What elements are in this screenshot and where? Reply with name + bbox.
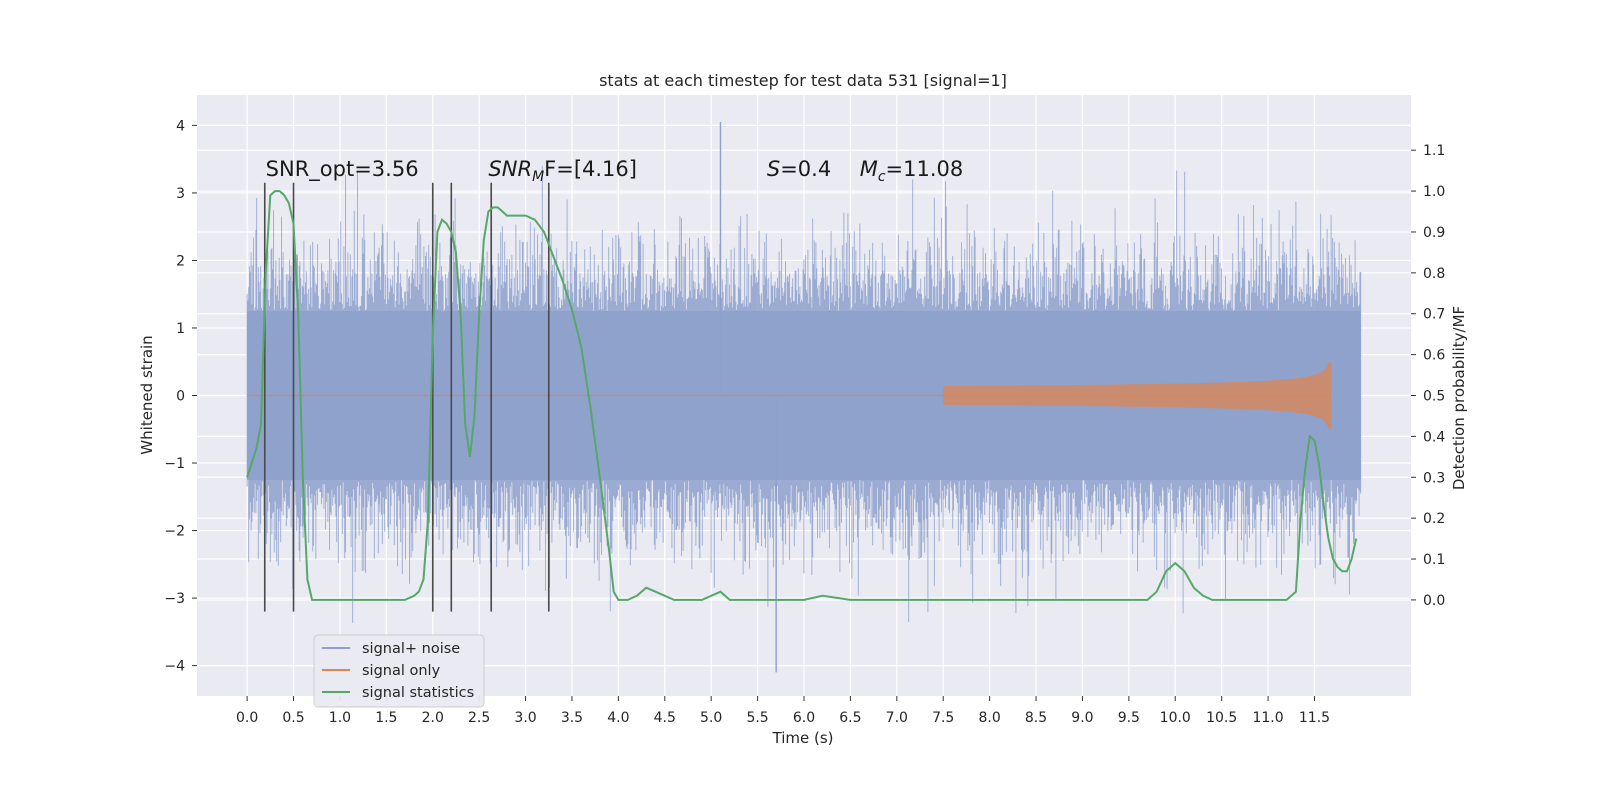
annotation-3: S=0.4 [767,157,831,181]
chart-title: stats at each timestep for test data 531… [599,71,1007,90]
annotation-1: SNR_opt=3.56 [266,157,419,182]
y2-tick-label: 0.1 [1423,552,1445,568]
y2-tick-label: 0.7 [1423,307,1445,323]
annotation-4: Mc=11.08 [860,157,964,185]
x-tick-label: 2.0 [422,710,444,726]
y2-tick-label: 0.0 [1423,593,1445,609]
x-tick-label: 5.0 [700,710,722,726]
x-tick-label: 11.0 [1252,710,1283,726]
y2-axis-label: Detection probability/MF [1450,306,1468,490]
y-axis-label: Whitened strain [138,335,156,454]
legend-label-2: signal only [362,663,441,679]
y-tick-label: −4 [164,659,185,675]
x-axis-label: Time (s) [772,729,834,747]
x-tick-label: 3.0 [514,710,536,726]
y-tick-label: −1 [164,456,185,472]
x-tick-label: 6.5 [839,710,861,726]
y2-tick-label: 0.8 [1423,266,1445,282]
y2-tick-label: 0.5 [1423,389,1445,405]
x-tick-label: 4.5 [654,710,676,726]
noise-spikes [246,165,1362,623]
x-tick-label: 9.5 [1118,710,1140,726]
x-tick-label: 10.5 [1206,710,1237,726]
legend-label-1: signal+ noise [362,641,460,657]
vertical-markers [263,182,550,612]
signal-chirp [943,361,1332,439]
axes: 0.0 0.5 1.0 1.5 2.0 2.5 3.0 3.5 4.0 4.5 5.0 5.5 6.0 6… [164,118,1445,726]
y2-tick-label: 1.0 [1423,184,1445,200]
y2-tick-label: 0.3 [1423,470,1445,486]
y-tick-label: 0 [176,389,185,405]
x-tick-label: 8.5 [1025,710,1047,726]
y-tick-label: −2 [164,524,185,540]
annotations: SNR_opt=3.56 SNRMF=[4.16] S=0.4 Mc=11.08 [266,157,964,185]
y-tick-label: 4 [176,118,185,134]
y2-tick-label: 0.4 [1423,429,1445,445]
x-tick-label: 5.5 [746,710,768,726]
legend-label-3: signal statistics [362,685,474,701]
x-tick-label: 1.5 [375,710,397,726]
x-tick-label: 4.0 [607,710,629,726]
x-tick-label: 6.0 [793,710,815,726]
x-tick-label: 11.5 [1299,710,1330,726]
y-tick-label: 3 [176,186,185,202]
y-tick-label: 1 [176,321,185,337]
legend: signal+ noise signal only signal statistic… [313,634,485,708]
x-tick-label: 7.0 [886,710,908,726]
y-tick-label: −3 [164,591,185,607]
y-tick-label: 2 [176,253,185,269]
x-tick-label: 0.5 [282,710,304,726]
x-tick-label: 9.0 [1071,710,1093,726]
x-tick-label: 2.5 [468,710,490,726]
x-tick-label: 7.5 [932,710,954,726]
x-tick-label: 1.0 [329,710,351,726]
legend-box [313,634,485,708]
y2-tick-label: 1.1 [1423,143,1445,159]
annotation-2: SNRMF=[4.16] [488,157,637,185]
statistics-layer [246,190,1358,601]
statistics-line [246,190,1358,601]
y2-tick-label: 0.6 [1423,348,1445,364]
x-tick-label: 3.5 [561,710,583,726]
y2-tick-label: 0.9 [1423,225,1445,241]
x-tick-label: 0.0 [236,710,258,726]
x-tick-label: 10.0 [1160,710,1191,726]
x-tick-label: 8.0 [978,710,1000,726]
y2-tick-label: 0.2 [1423,511,1445,527]
